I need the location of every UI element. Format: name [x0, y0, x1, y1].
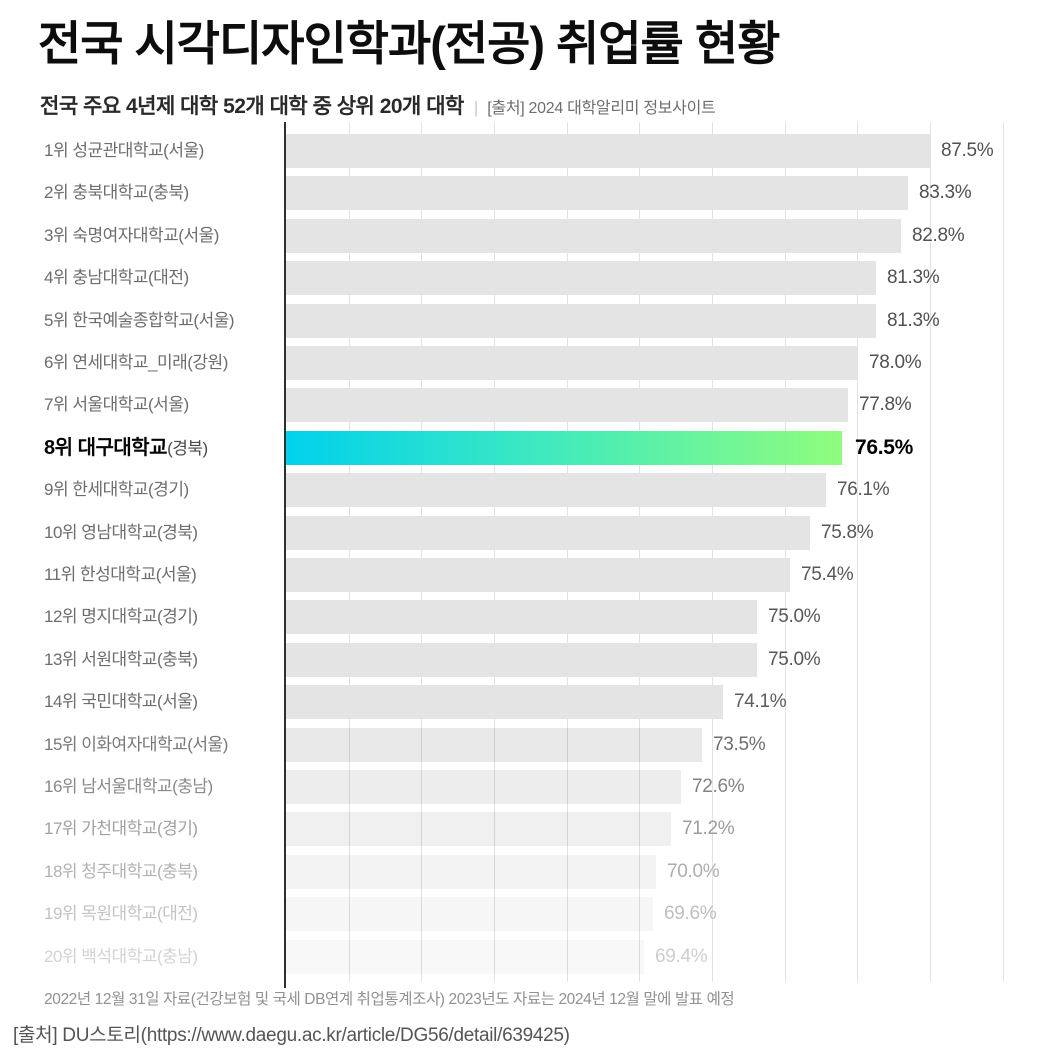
bar-row-label: 5위 한국예술종합학교(서울) [44, 311, 235, 330]
gridline [712, 122, 713, 982]
subtitle-divider: | [473, 98, 479, 117]
bar-value: 69.6% [664, 903, 717, 924]
bar [286, 770, 681, 804]
footnote: 2022년 12월 31일 자료(건강보험 및 국세 DB연계 취업통계조사) … [44, 991, 735, 1008]
bar-value: 75.0% [768, 649, 821, 670]
bar [286, 600, 757, 634]
bar [286, 897, 653, 931]
bar-row-label: 13위 서원대학교(충북) [44, 650, 198, 669]
bar-row-label: 20위 백석대학교(충남) [44, 947, 198, 966]
bar [286, 176, 908, 210]
bar [286, 558, 790, 592]
bar-value: 75.8% [821, 522, 874, 543]
bar-value: 81.3% [887, 310, 940, 331]
bar [286, 304, 876, 338]
gridline [857, 122, 858, 982]
bar-value: 87.5% [941, 140, 994, 161]
bar-row-label: 18위 청주대학교(충북) [44, 862, 198, 881]
bar-row-label: 17위 가천대학교(경기) [44, 819, 198, 838]
gridline [567, 122, 568, 982]
bar-row-label: 10위 영남대학교(경북) [44, 523, 198, 542]
bar [286, 728, 702, 762]
bar [286, 812, 671, 846]
bar-value: 77.8% [859, 394, 912, 415]
highlighted-label-region: (경북) [167, 439, 208, 458]
bar-row-label: 2위 충북대학교(충북) [44, 183, 189, 202]
gridline [785, 122, 786, 982]
bar-row-label: 7위 서울대학교(서울) [44, 395, 189, 414]
gridline [349, 122, 350, 982]
bar-value: 76.1% [837, 479, 890, 500]
bar-row-label: 12위 명지대학교(경기) [44, 607, 198, 626]
axis-line [284, 122, 286, 988]
bar [286, 643, 757, 677]
bar-value: 81.3% [887, 267, 940, 288]
bar [286, 134, 930, 168]
bar-value: 75.4% [801, 564, 854, 585]
bar-value: 82.8% [912, 225, 965, 246]
bar [286, 516, 810, 550]
bar-row-label: 9위 한세대학교(경기) [44, 480, 189, 499]
bar-value: 83.3% [919, 182, 972, 203]
gridline [421, 122, 422, 982]
bar-value: 72.6% [692, 776, 745, 797]
bar-value: 73.5% [713, 734, 766, 755]
subtitle: 전국 주요 4년제 대학 52개 대학 중 상위 20개 대학 | [출처] 2… [40, 90, 716, 120]
bar [286, 685, 723, 719]
bar-value: 70.0% [667, 861, 720, 882]
subtitle-source: [출처] 2024 대학알리미 정보사이트 [487, 100, 716, 117]
bar-row-label: 16위 남서울대학교(충남) [44, 777, 213, 796]
bar-row-label: 1위 성균관대학교(서울) [44, 141, 204, 160]
bar-row-label: 14위 국민대학교(서울) [44, 692, 198, 711]
page-title: 전국 시각디자인학과(전공) 취업률 현황 [38, 17, 780, 70]
bar [286, 388, 848, 422]
highlighted-bar [286, 431, 842, 465]
bar [286, 346, 858, 380]
bar-value: 76.5% [855, 436, 914, 459]
bar-row-label: 15위 이화여자대학교(서울) [44, 735, 228, 754]
bar [286, 261, 876, 295]
source-line: [출처] DU스토리(https://www.daegu.ac.kr/artic… [13, 1025, 570, 1046]
subtitle-text: 전국 주요 4년제 대학 52개 대학 중 상위 20개 대학 [40, 95, 464, 118]
bar-value: 74.1% [734, 691, 787, 712]
bar-value: 71.2% [682, 818, 735, 839]
highlighted-label-strong: 8위 대구대학교 [44, 437, 168, 459]
bar-value: 69.4% [655, 946, 708, 967]
gridline [639, 122, 640, 982]
bar-value: 78.0% [869, 352, 922, 373]
bar-row-label-highlighted: 8위 대구대학교(경북) [44, 431, 279, 465]
bar [286, 940, 644, 974]
bar-row-label: 11위 한성대학교(서울) [44, 565, 197, 584]
bar [286, 219, 901, 253]
bar [286, 855, 656, 889]
gridline [930, 122, 931, 982]
gridline [1003, 122, 1004, 982]
bar-row-label: 4위 충남대학교(대전) [44, 268, 189, 287]
bar-row-label: 6위 연세대학교_미래(강원) [44, 353, 228, 372]
bar-row-label: 19위 목원대학교(대전) [44, 904, 198, 923]
bar-value: 75.0% [768, 606, 821, 627]
bar [286, 473, 826, 507]
gridline [494, 122, 495, 982]
bar-row-label: 3위 숙명여자대학교(서울) [44, 226, 219, 245]
